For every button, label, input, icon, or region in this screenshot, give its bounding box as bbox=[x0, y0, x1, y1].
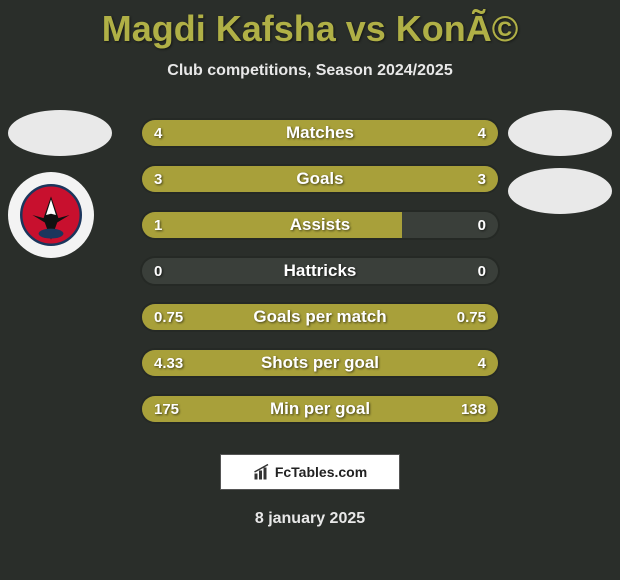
left-player-column bbox=[8, 110, 112, 258]
al-ahly-crest-icon bbox=[20, 184, 82, 246]
stat-row: 175Min per goal138 bbox=[140, 394, 500, 424]
stat-value-right: 0 bbox=[478, 263, 486, 280]
stat-label: Shots per goal bbox=[140, 353, 500, 373]
stat-value-right: 0 bbox=[478, 217, 486, 234]
stat-row: 0Hattricks0 bbox=[140, 256, 500, 286]
player-right-avatar bbox=[508, 110, 612, 156]
stat-value-right: 4 bbox=[478, 355, 486, 372]
branding-box[interactable]: FcTables.com bbox=[220, 454, 400, 490]
stats-container: 4Matches43Goals31Assists00Hattricks00.75… bbox=[140, 118, 500, 424]
stat-row: 4Matches4 bbox=[140, 118, 500, 148]
player-left-avatar bbox=[8, 110, 112, 156]
right-player-column bbox=[508, 110, 612, 214]
fctables-logo-icon bbox=[253, 463, 271, 481]
stat-value-right: 4 bbox=[478, 125, 486, 142]
stat-label: Matches bbox=[140, 123, 500, 143]
stat-value-right: 3 bbox=[478, 171, 486, 188]
player-right-club-badge bbox=[508, 168, 612, 214]
stat-label: Goals bbox=[140, 169, 500, 189]
page-title: Magdi Kafsha vs KonÃ© bbox=[0, 0, 620, 50]
stat-label: Hattricks bbox=[140, 261, 500, 281]
stat-row: 3Goals3 bbox=[140, 164, 500, 194]
player-left-club-badge bbox=[8, 172, 94, 258]
page-subtitle: Club competitions, Season 2024/2025 bbox=[0, 62, 620, 80]
stat-row: 4.33Shots per goal4 bbox=[140, 348, 500, 378]
stat-value-right: 138 bbox=[461, 401, 486, 418]
stat-label: Assists bbox=[140, 215, 500, 235]
stat-row: 0.75Goals per match0.75 bbox=[140, 302, 500, 332]
stat-row: 1Assists0 bbox=[140, 210, 500, 240]
stat-value-right: 0.75 bbox=[457, 309, 486, 326]
branding-text: FcTables.com bbox=[275, 464, 367, 480]
footer-date: 8 january 2025 bbox=[0, 510, 620, 528]
stat-label: Min per goal bbox=[140, 399, 500, 419]
stat-label: Goals per match bbox=[140, 307, 500, 327]
